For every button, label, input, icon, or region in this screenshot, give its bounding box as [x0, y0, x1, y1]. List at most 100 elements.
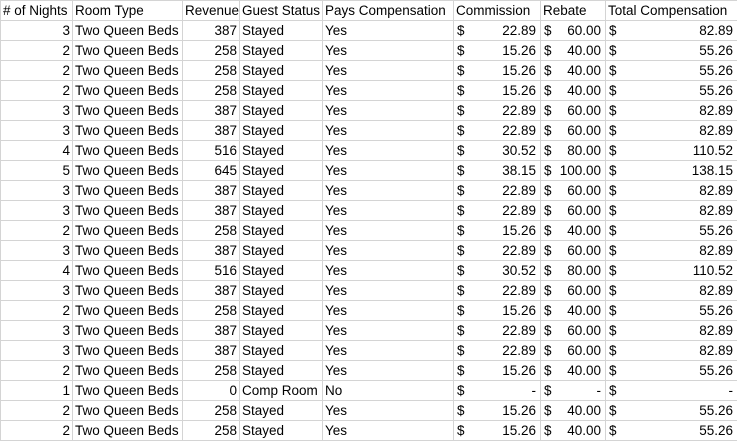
cell-guest-status[interactable]: Stayed — [239, 20, 323, 41]
cell-revenue[interactable]: 258 — [182, 360, 240, 381]
cell-commission[interactable]: $22.89 — [453, 180, 541, 201]
cell-rebate[interactable]: $40.00 — [540, 300, 606, 321]
header-cell-total-compensation[interactable]: Total Compensation — [605, 0, 737, 21]
cell-nights[interactable]: 3 — [0, 320, 73, 341]
cell-nights[interactable]: 2 — [0, 60, 73, 81]
cell-pays-compensation[interactable]: Yes — [322, 360, 454, 381]
cell-pays-compensation[interactable]: Yes — [322, 160, 454, 181]
cell-room-type[interactable]: Two Queen Beds — [72, 340, 183, 361]
cell-guest-status[interactable]: Stayed — [239, 400, 323, 421]
cell-guest-status[interactable]: Stayed — [239, 300, 323, 321]
cell-revenue[interactable]: 387 — [182, 100, 240, 121]
cell-total-compensation[interactable]: $55.26 — [605, 400, 737, 421]
cell-room-type[interactable]: Two Queen Beds — [72, 80, 183, 101]
cell-room-type[interactable]: Two Queen Beds — [72, 100, 183, 121]
cell-revenue[interactable]: 387 — [182, 280, 240, 301]
cell-commission[interactable]: $22.89 — [453, 280, 541, 301]
cell-guest-status[interactable]: Stayed — [239, 140, 323, 161]
cell-total-compensation[interactable]: $ - — [605, 380, 737, 401]
cell-rebate[interactable]: $60.00 — [540, 20, 606, 41]
cell-rebate[interactable]: $40.00 — [540, 60, 606, 81]
cell-guest-status[interactable]: Stayed — [239, 260, 323, 281]
cell-commission[interactable]: $38.15 — [453, 160, 541, 181]
header-cell-commission[interactable]: Commission — [453, 0, 541, 21]
cell-pays-compensation[interactable]: No — [322, 380, 454, 401]
cell-guest-status[interactable]: Stayed — [239, 160, 323, 181]
cell-commission[interactable]: $22.89 — [453, 100, 541, 121]
cell-rebate[interactable]: $60.00 — [540, 240, 606, 261]
cell-nights[interactable]: 2 — [0, 220, 73, 241]
cell-commission[interactable]: $15.26 — [453, 60, 541, 81]
cell-pays-compensation[interactable]: Yes — [322, 60, 454, 81]
cell-total-compensation[interactable]: $82.89 — [605, 100, 737, 121]
cell-room-type[interactable]: Two Queen Beds — [72, 160, 183, 181]
cell-rebate[interactable]: $40.00 — [540, 400, 606, 421]
cell-nights[interactable]: 3 — [0, 180, 73, 201]
cell-commission[interactable]: $22.89 — [453, 340, 541, 361]
cell-guest-status[interactable]: Stayed — [239, 340, 323, 361]
cell-total-compensation[interactable]: $55.26 — [605, 300, 737, 321]
cell-revenue[interactable]: 258 — [182, 60, 240, 81]
cell-pays-compensation[interactable]: Yes — [322, 400, 454, 421]
cell-nights[interactable]: 3 — [0, 20, 73, 41]
cell-revenue[interactable]: 387 — [182, 320, 240, 341]
cell-rebate[interactable]: $40.00 — [540, 220, 606, 241]
cell-revenue[interactable]: 387 — [182, 340, 240, 361]
cell-commission[interactable]: $30.52 — [453, 260, 541, 281]
cell-room-type[interactable]: Two Queen Beds — [72, 300, 183, 321]
cell-revenue[interactable]: 645 — [182, 160, 240, 181]
cell-total-compensation[interactable]: $82.89 — [605, 20, 737, 41]
cell-rebate[interactable]: $40.00 — [540, 420, 606, 441]
cell-total-compensation[interactable]: $82.89 — [605, 180, 737, 201]
cell-guest-status[interactable]: Stayed — [239, 360, 323, 381]
cell-pays-compensation[interactable]: Yes — [322, 120, 454, 141]
cell-revenue[interactable]: 387 — [182, 200, 240, 221]
cell-nights[interactable]: 3 — [0, 200, 73, 221]
cell-commission[interactable]: $22.89 — [453, 20, 541, 41]
cell-revenue[interactable]: 258 — [182, 220, 240, 241]
cell-room-type[interactable]: Two Queen Beds — [72, 60, 183, 81]
cell-pays-compensation[interactable]: Yes — [322, 240, 454, 261]
cell-pays-compensation[interactable]: Yes — [322, 80, 454, 101]
cell-total-compensation[interactable]: $82.89 — [605, 320, 737, 341]
header-cell-revenue[interactable]: Revenue — [182, 0, 240, 21]
cell-revenue[interactable]: 516 — [182, 260, 240, 281]
cell-commission[interactable]: $22.89 — [453, 320, 541, 341]
cell-nights[interactable]: 3 — [0, 100, 73, 121]
cell-pays-compensation[interactable]: Yes — [322, 180, 454, 201]
cell-rebate[interactable]: $80.00 — [540, 260, 606, 281]
cell-guest-status[interactable]: Stayed — [239, 100, 323, 121]
cell-total-compensation[interactable]: $110.52 — [605, 260, 737, 281]
cell-pays-compensation[interactable]: Yes — [322, 420, 454, 441]
cell-rebate[interactable]: $80.00 — [540, 140, 606, 161]
cell-rebate[interactable]: $40.00 — [540, 40, 606, 61]
cell-nights[interactable]: 1 — [0, 380, 73, 401]
cell-room-type[interactable]: Two Queen Beds — [72, 120, 183, 141]
cell-room-type[interactable]: Two Queen Beds — [72, 200, 183, 221]
cell-room-type[interactable]: Two Queen Beds — [72, 420, 183, 441]
cell-commission[interactable]: $22.89 — [453, 200, 541, 221]
cell-rebate[interactable]: $60.00 — [540, 340, 606, 361]
cell-revenue[interactable]: 387 — [182, 180, 240, 201]
cell-total-compensation[interactable]: $55.26 — [605, 40, 737, 61]
cell-room-type[interactable]: Two Queen Beds — [72, 240, 183, 261]
cell-guest-status[interactable]: Stayed — [239, 180, 323, 201]
cell-room-type[interactable]: Two Queen Beds — [72, 40, 183, 61]
cell-commission[interactable]: $15.26 — [453, 300, 541, 321]
cell-room-type[interactable]: Two Queen Beds — [72, 380, 183, 401]
cell-room-type[interactable]: Two Queen Beds — [72, 180, 183, 201]
cell-nights[interactable]: 3 — [0, 340, 73, 361]
cell-room-type[interactable]: Two Queen Beds — [72, 260, 183, 281]
cell-commission[interactable]: $22.89 — [453, 240, 541, 261]
cell-commission[interactable]: $30.52 — [453, 140, 541, 161]
cell-guest-status[interactable]: Stayed — [239, 240, 323, 261]
cell-rebate[interactable]: $60.00 — [540, 100, 606, 121]
cell-rebate[interactable]: $60.00 — [540, 280, 606, 301]
cell-total-compensation[interactable]: $82.89 — [605, 200, 737, 221]
header-cell-pays-compensation[interactable]: Pays Compensation — [322, 0, 454, 21]
cell-guest-status[interactable]: Stayed — [239, 420, 323, 441]
cell-total-compensation[interactable]: $55.26 — [605, 80, 737, 101]
cell-commission[interactable]: $15.26 — [453, 80, 541, 101]
cell-nights[interactable]: 3 — [0, 240, 73, 261]
cell-nights[interactable]: 3 — [0, 280, 73, 301]
